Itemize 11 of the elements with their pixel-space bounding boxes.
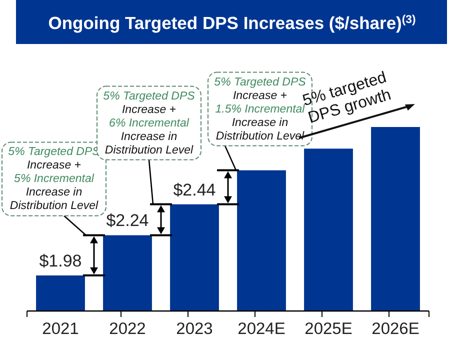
data-label: $1.98	[39, 251, 82, 270]
x-tick-label: 2022	[109, 320, 146, 338]
x-tick-label: 2025E	[304, 320, 352, 338]
x-tick-label: 2023	[176, 320, 213, 338]
data-label: $2.24	[106, 211, 149, 230]
chart-title: Ongoing Targeted DPS Increases ($/share)$^{(3)}$	[48, 13, 416, 33]
x-tick-label: 2024E	[238, 320, 286, 338]
x-tick-label: 2026E	[372, 320, 420, 338]
x-tick-label: 2021	[42, 320, 79, 338]
annotation: 5% Targeted DPS Increase + 6% Incremental Increase in Distribution Level	[103, 90, 196, 156]
data-label: $2.44	[173, 180, 216, 200]
